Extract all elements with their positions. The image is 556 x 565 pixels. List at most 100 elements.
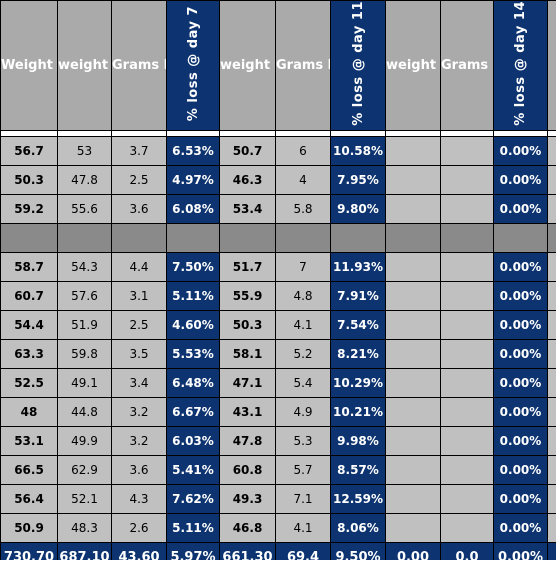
header-weight-day7[interactable]: weight day 7: [57, 0, 112, 131]
table-cell[interactable]: 3.5: [111, 338, 167, 369]
table-cell[interactable]: 6: [275, 135, 331, 166]
table-cell[interactable]: 59.8: [57, 338, 112, 369]
table-cell[interactable]: [440, 396, 494, 427]
table-cell[interactable]: [385, 222, 441, 253]
table-cell[interactable]: 44.8: [57, 396, 112, 427]
table-cell[interactable]: 9.80%: [330, 193, 386, 224]
table-cell[interactable]: 0.00%: [493, 164, 548, 195]
table-cell[interactable]: 3.4: [111, 367, 167, 398]
table-cell[interactable]: [547, 454, 556, 485]
table-cell[interactable]: 4.9: [275, 396, 331, 427]
table-cell[interactable]: 11.93%: [330, 251, 386, 282]
table-cell[interactable]: 0.00%: [493, 338, 548, 369]
header-weight-rcvd[interactable]: Weight Rcvd: [0, 0, 58, 131]
table-cell[interactable]: [440, 454, 494, 485]
table-cell[interactable]: 5.2: [275, 338, 331, 369]
table-cell[interactable]: 7.54%: [330, 309, 386, 340]
table-cell[interactable]: 53: [57, 135, 112, 166]
table-cell[interactable]: 0.00%: [493, 309, 548, 340]
table-cell[interactable]: 48.3: [57, 512, 112, 543]
table-cell[interactable]: [330, 222, 386, 253]
table-cell[interactable]: [440, 338, 494, 369]
header-extra-column[interactable]: [547, 0, 556, 131]
table-cell[interactable]: 5.11%: [166, 512, 220, 543]
table-cell[interactable]: 58.1: [219, 338, 276, 369]
table-cell[interactable]: 7: [275, 251, 331, 282]
table-cell[interactable]: [385, 454, 441, 485]
table-cell[interactable]: [440, 193, 494, 224]
table-cell[interactable]: 9.98%: [330, 425, 386, 456]
table-cell[interactable]: 0.00%: [493, 135, 548, 166]
table-cell[interactable]: 56.4: [0, 483, 58, 514]
table-cell[interactable]: [385, 164, 441, 195]
table-cell[interactable]: 3.6: [111, 193, 167, 224]
table-cell[interactable]: 3.2: [111, 396, 167, 427]
table-cell[interactable]: 3.7: [111, 135, 167, 166]
table-cell[interactable]: 0.00%: [493, 454, 548, 485]
table-cell[interactable]: 4: [275, 164, 331, 195]
table-cell[interactable]: [440, 164, 494, 195]
table-cell[interactable]: 3.6: [111, 454, 167, 485]
table-cell[interactable]: [385, 135, 441, 166]
table-cell[interactable]: 51.9: [57, 309, 112, 340]
table-cell[interactable]: [57, 222, 112, 253]
table-cell[interactable]: 63.3: [0, 338, 58, 369]
table-cell[interactable]: 5.11%: [166, 280, 220, 311]
table-cell[interactable]: 8.57%: [330, 454, 386, 485]
table-cell[interactable]: 49.3: [219, 483, 276, 514]
table-cell[interactable]: 52.1: [57, 483, 112, 514]
table-cell[interactable]: [547, 396, 556, 427]
table-cell[interactable]: 54.3: [57, 251, 112, 282]
table-cell[interactable]: 5.53%: [166, 338, 220, 369]
table-cell[interactable]: [493, 222, 548, 253]
table-cell[interactable]: [440, 251, 494, 282]
table-cell[interactable]: 46.8: [219, 512, 276, 543]
table-cell[interactable]: 10.58%: [330, 135, 386, 166]
table-cell[interactable]: 6.67%: [166, 396, 220, 427]
table-cell[interactable]: 49.9: [57, 425, 112, 456]
table-cell[interactable]: 60.7: [0, 280, 58, 311]
table-cell[interactable]: [547, 135, 556, 166]
table-cell[interactable]: 4.3: [111, 483, 167, 514]
table-cell[interactable]: 7.95%: [330, 164, 386, 195]
table-cell[interactable]: [547, 164, 556, 195]
table-cell[interactable]: 46.3: [219, 164, 276, 195]
table-cell[interactable]: 4.60%: [166, 309, 220, 340]
table-cell[interactable]: 50.3: [219, 309, 276, 340]
table-cell[interactable]: 52.5: [0, 367, 58, 398]
table-cell[interactable]: 57.6: [57, 280, 112, 311]
table-cell[interactable]: 4.4: [111, 251, 167, 282]
table-cell[interactable]: [547, 251, 556, 282]
table-cell[interactable]: 6.08%: [166, 193, 220, 224]
table-cell[interactable]: 7.50%: [166, 251, 220, 282]
header-weight-day11[interactable]: weight day 11: [219, 0, 276, 131]
table-cell[interactable]: 47.8: [57, 164, 112, 195]
table-cell[interactable]: [547, 280, 556, 311]
table-cell[interactable]: 66.5: [0, 454, 58, 485]
table-cell[interactable]: 10.21%: [330, 396, 386, 427]
table-cell[interactable]: 58.7: [0, 251, 58, 282]
table-cell[interactable]: [275, 222, 331, 253]
table-cell[interactable]: [547, 193, 556, 224]
table-cell[interactable]: 6.48%: [166, 367, 220, 398]
table-cell[interactable]: 5.8: [275, 193, 331, 224]
table-cell[interactable]: 0.00%: [493, 280, 548, 311]
header-grams-lost-11[interactable]: Grams lost: [275, 0, 331, 131]
table-cell[interactable]: 0.00%: [493, 425, 548, 456]
table-cell[interactable]: [385, 193, 441, 224]
table-cell[interactable]: [385, 367, 441, 398]
table-cell[interactable]: [440, 367, 494, 398]
table-cell[interactable]: [440, 135, 494, 166]
table-cell[interactable]: 60.8: [219, 454, 276, 485]
table-cell[interactable]: [166, 222, 220, 253]
table-cell[interactable]: 5.3: [275, 425, 331, 456]
table-cell[interactable]: [440, 280, 494, 311]
table-cell[interactable]: 54.4: [0, 309, 58, 340]
table-cell[interactable]: 56.7: [0, 135, 58, 166]
table-cell[interactable]: 43.1: [219, 396, 276, 427]
table-cell[interactable]: 2.5: [111, 309, 167, 340]
table-cell[interactable]: [385, 425, 441, 456]
table-cell[interactable]: [440, 309, 494, 340]
table-cell[interactable]: [385, 280, 441, 311]
table-cell[interactable]: [547, 338, 556, 369]
